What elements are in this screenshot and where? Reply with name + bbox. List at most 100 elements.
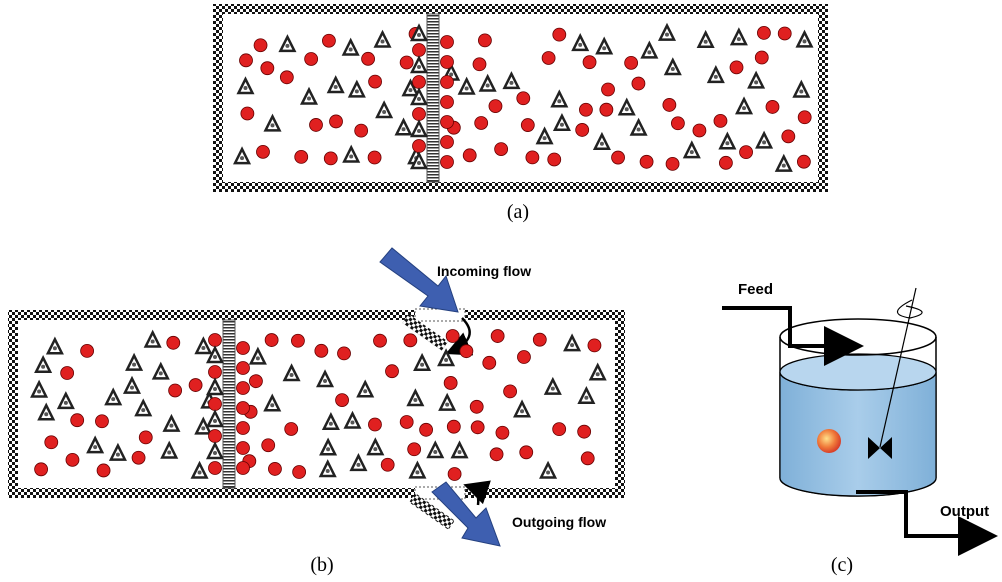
red-particle bbox=[755, 51, 768, 64]
red-particle bbox=[778, 27, 791, 40]
red-particle bbox=[268, 462, 281, 475]
red-particle bbox=[441, 136, 454, 149]
triangle-dot bbox=[151, 339, 155, 343]
triangle-dot bbox=[799, 89, 803, 93]
triangle-dot bbox=[737, 37, 741, 41]
red-particle bbox=[632, 77, 645, 90]
red-particle bbox=[262, 439, 275, 452]
red-particle bbox=[293, 466, 306, 479]
triangle-dot bbox=[159, 371, 163, 375]
red-particle bbox=[490, 448, 503, 461]
triangle-dot bbox=[213, 451, 217, 455]
red-particle bbox=[209, 334, 222, 347]
red-particle bbox=[757, 26, 770, 39]
triangle-dot bbox=[647, 50, 651, 54]
triangle-dot bbox=[132, 363, 136, 367]
red-particle bbox=[209, 398, 222, 411]
page: (a) Incoming flow Outgoing flow (b) Feed… bbox=[0, 0, 1002, 582]
red-particle bbox=[576, 123, 589, 136]
red-particle bbox=[473, 58, 486, 71]
panel-label: (a) bbox=[507, 201, 529, 223]
triangle-dot bbox=[754, 80, 758, 84]
red-particle bbox=[489, 100, 502, 113]
triangle-dot bbox=[356, 463, 360, 467]
red-particle bbox=[209, 462, 222, 475]
triangle-dot bbox=[557, 99, 561, 103]
red-particle bbox=[265, 334, 278, 347]
red-particle bbox=[578, 425, 591, 438]
red-particle bbox=[579, 103, 592, 116]
triangle-dot bbox=[665, 33, 669, 37]
red-particle bbox=[782, 130, 795, 143]
red-particle bbox=[640, 155, 653, 168]
triangle-dot bbox=[596, 372, 600, 376]
red-particle bbox=[520, 446, 533, 459]
red-particle bbox=[237, 342, 250, 355]
red-particle bbox=[169, 384, 182, 397]
triangle-dot bbox=[637, 128, 641, 132]
figure: (a) Incoming flow Outgoing flow (b) Feed… bbox=[0, 0, 1002, 582]
triangle-dot bbox=[704, 40, 708, 44]
triangle-dot bbox=[782, 164, 786, 168]
annotation: Output bbox=[940, 503, 989, 520]
triangle-dot bbox=[271, 123, 275, 127]
red-particle bbox=[491, 330, 504, 343]
triangle-dot bbox=[169, 424, 173, 428]
triangle-dot bbox=[141, 408, 145, 412]
triangle-dot bbox=[198, 471, 202, 475]
triangle-dot bbox=[111, 397, 115, 401]
triangle-dot bbox=[373, 447, 377, 451]
red-particle bbox=[798, 111, 811, 124]
triangle-dot bbox=[560, 123, 564, 127]
membrane bbox=[223, 320, 235, 488]
triangle-dot bbox=[243, 86, 247, 90]
red-particle bbox=[45, 436, 58, 449]
red-particle bbox=[97, 464, 110, 477]
triangle-dot bbox=[307, 97, 311, 101]
triangle-dot bbox=[445, 403, 449, 407]
red-particle bbox=[441, 156, 454, 169]
red-particle bbox=[280, 71, 293, 84]
panel-c bbox=[722, 288, 990, 536]
red-particle bbox=[460, 345, 473, 358]
red-particle bbox=[305, 52, 318, 65]
triangle-dot bbox=[417, 97, 421, 101]
triangle-dot bbox=[290, 373, 294, 377]
red-particle bbox=[441, 96, 454, 109]
triangle-dot bbox=[201, 346, 205, 350]
triangle-dot bbox=[520, 409, 524, 413]
red-particle bbox=[338, 347, 351, 360]
triangle-dot bbox=[417, 33, 421, 37]
red-particle bbox=[463, 149, 476, 162]
triangle-dot bbox=[64, 401, 68, 405]
triangle-dot bbox=[213, 419, 217, 423]
triangle-dot bbox=[213, 387, 217, 391]
red-particle bbox=[671, 117, 684, 130]
red-particle bbox=[254, 39, 267, 52]
triangle-dot bbox=[690, 150, 694, 154]
panel-b bbox=[13, 248, 620, 546]
triangle-dot bbox=[465, 86, 469, 90]
red-particle bbox=[368, 418, 381, 431]
red-particle bbox=[441, 56, 454, 69]
red-particle bbox=[209, 430, 222, 443]
red-particle bbox=[400, 56, 413, 69]
triangle-dot bbox=[417, 161, 421, 165]
red-particle bbox=[581, 452, 594, 465]
red-particle bbox=[241, 107, 254, 120]
triangle-dot bbox=[93, 445, 97, 449]
red-particle bbox=[291, 334, 304, 347]
red-particle bbox=[526, 151, 539, 164]
incoming-arrow bbox=[380, 248, 458, 312]
annotation: Outgoing flow bbox=[512, 514, 606, 530]
red-particle bbox=[81, 344, 94, 357]
red-particle bbox=[483, 356, 496, 369]
red-particle bbox=[139, 431, 152, 444]
red-particle bbox=[533, 333, 546, 346]
triangle-dot bbox=[53, 346, 57, 350]
red-particle bbox=[413, 76, 426, 89]
red-particle bbox=[369, 75, 382, 88]
red-particle bbox=[663, 98, 676, 111]
red-particle bbox=[602, 83, 615, 96]
triangle-dot bbox=[546, 470, 550, 474]
